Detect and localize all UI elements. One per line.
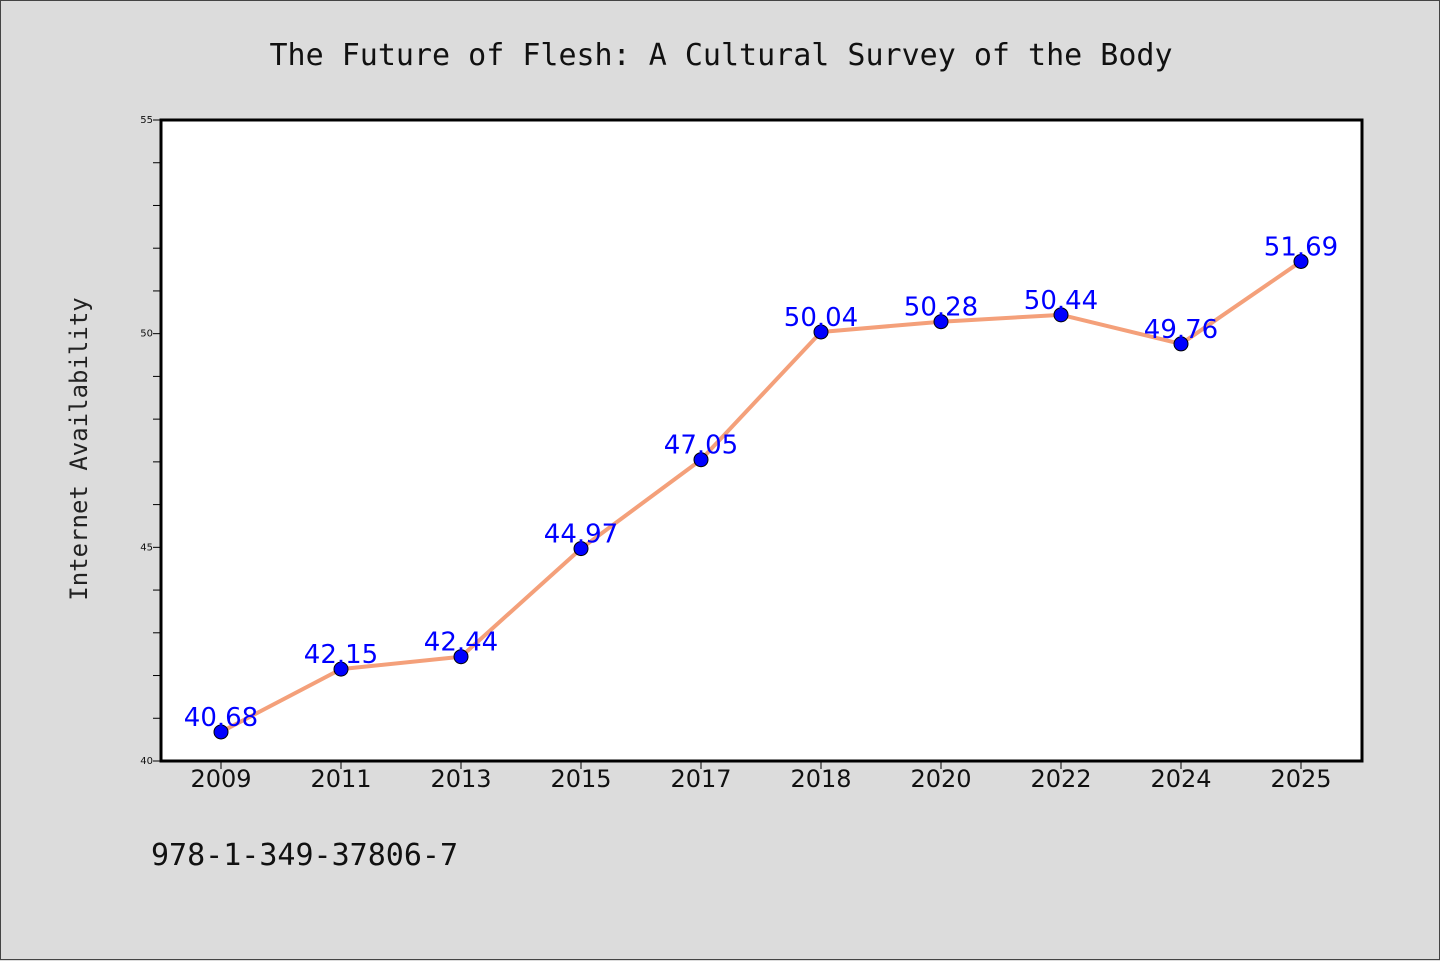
data-label: 44.97 — [544, 520, 618, 550]
chart-title: The Future of Flesh: A Cultural Survey o… — [269, 38, 1172, 73]
y-tick-label: 50 — [140, 329, 153, 340]
y-tick-label: 40 — [140, 756, 153, 767]
data-label: 51.69 — [1264, 232, 1338, 262]
x-tick-label: 2017 — [670, 765, 731, 793]
x-tick-label: 2009 — [190, 765, 251, 793]
y-axis-label: Internet Availability — [65, 297, 93, 600]
data-label: 47.05 — [664, 431, 738, 461]
x-tick-label: 2011 — [310, 765, 371, 793]
data-label: 42.15 — [304, 640, 378, 670]
data-point — [573, 541, 589, 557]
y-tick-label: 55 — [140, 115, 153, 126]
x-tick-label: 2015 — [550, 765, 611, 793]
data-point — [453, 649, 469, 665]
data-point — [1053, 307, 1069, 323]
data-point — [1173, 336, 1189, 352]
plot-border — [159, 118, 1364, 763]
data-point — [213, 724, 229, 740]
isbn-text: 978-1-349-37806-7 — [151, 838, 458, 873]
x-tick-label: 2024 — [1150, 765, 1211, 793]
x-tick-label: 2018 — [790, 765, 851, 793]
data-point — [693, 452, 709, 468]
data-labels: 40.68 42.15 42.44 44.97 47.05 50.04 50.28 50.44… — [184, 232, 1338, 732]
x-tick-label: 2013 — [430, 765, 491, 793]
y-tick-label: 45 — [140, 542, 153, 553]
data-label: 50.04 — [784, 303, 858, 333]
data-point — [933, 314, 949, 330]
x-tick-label: 2025 — [1270, 765, 1331, 793]
data-label: 50.28 — [904, 293, 978, 323]
series-layer — [213, 253, 1309, 740]
data-point — [1293, 253, 1309, 269]
data-point — [333, 661, 349, 677]
x-tick-label: 2022 — [1030, 765, 1091, 793]
data-label: 50.44 — [1024, 286, 1098, 316]
axis-ticks: 40 45 50 55 2009 2011 2013 2015 2017 2018 2020 2022… — [140, 115, 1331, 793]
x-tick-label: 2020 — [910, 765, 971, 793]
data-point — [813, 324, 829, 340]
series-line — [220, 259, 1303, 734]
data-label: 40.68 — [184, 703, 258, 733]
plot-area — [161, 120, 1362, 761]
data-label: 42.44 — [424, 628, 498, 658]
data-label: 49.76 — [1144, 315, 1218, 345]
